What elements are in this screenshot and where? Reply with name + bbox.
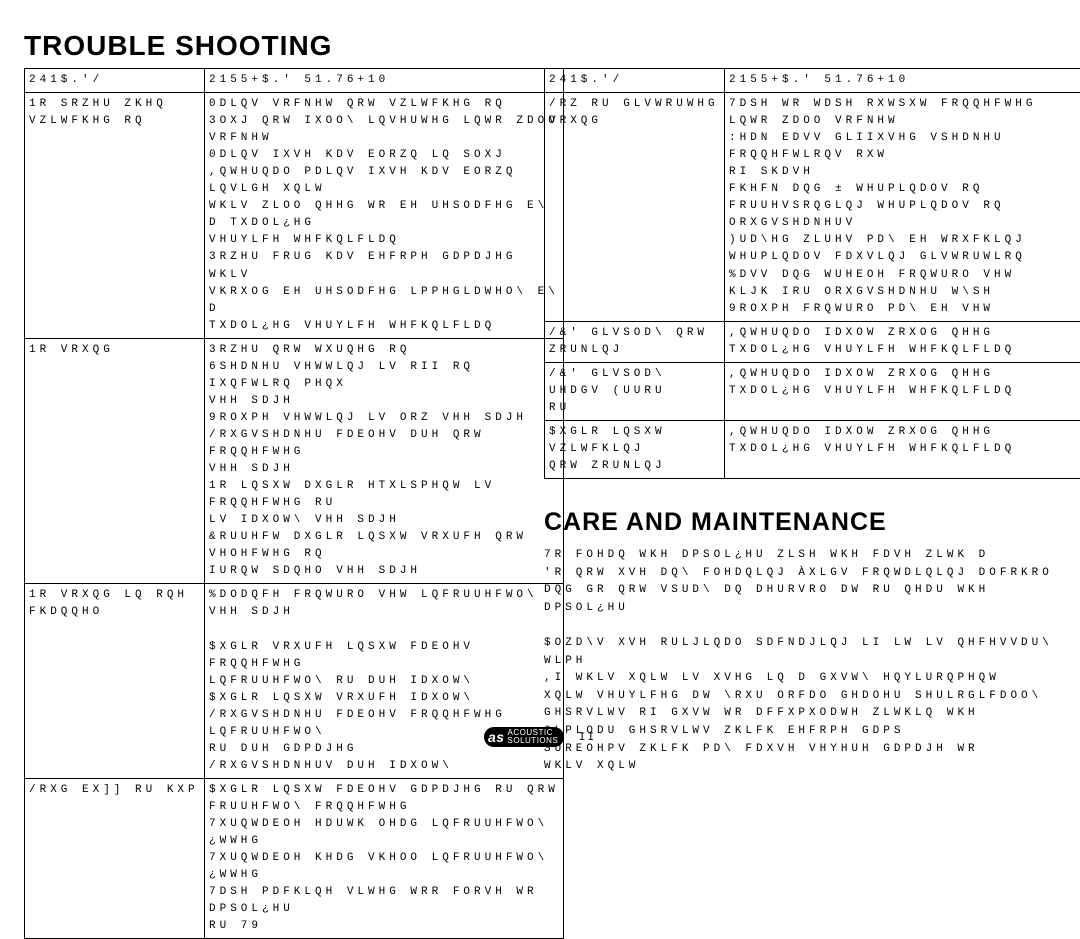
table-row: 1R VRXQG LQ RQH FKDQQHO %DODQFH FRQWURO … [25, 584, 564, 779]
solution-cell: 7DSH WR WDSH RXWSXW FRQQHFWHGLQWR ZDOO V… [725, 93, 1080, 322]
solution-cell: %DODQFH FRQWURO VHW LQFRUUHFWO\ VHH SDJH… [205, 584, 564, 779]
col-solution: 2155+$.' 51.76+10 [205, 69, 564, 93]
table-header-row: 241$.'/ 2155+$.' 51.76+10 [25, 69, 564, 93]
solution-cell: ,QWHUQDO IDXOW ZRXOG QHHGTXDOL¿HG VHUYLF… [725, 362, 1080, 420]
table-row: /&' GLVSOD\ UHDGV (UURURU ,QWHUQDO IDXOW… [545, 362, 1080, 420]
logo-as-icon: as [488, 729, 505, 745]
col-solution: 2155+$.' 51.76+10 [725, 69, 1080, 93]
problem-cell: 1R SRZHU ZKHQ VZLWFKHG RQ [25, 93, 205, 339]
care-heading: CARE AND MAINTENANCE [544, 508, 1080, 537]
problem-cell: /&' GLVSOD\ UHDGV (UURURU [545, 362, 725, 420]
table-row: /&' GLVSOD\ QRW ZRUNLQJ ,QWHUQDO IDXOW Z… [545, 321, 1080, 362]
solution-cell: ,QWHUQDO IDXOW ZRXOG QHHGTXDOL¿HG VHUYLF… [725, 420, 1080, 478]
solution-cell: $XGLR LQSXW FDEOHV GDPDJHG RU QRWFRUUHFW… [205, 778, 564, 938]
troubleshooting-heading: TROUBLE SHOOTING [24, 30, 1056, 62]
table-header-row: 241$.'/ 2155+$.' 51.76+10 [545, 69, 1080, 93]
table-row: /RXG EX]] RU KXP $XGLR LQSXW FDEOHV GDPD… [25, 778, 564, 938]
solution-cell: 0DLQV VRFNHW QRW VZLWFKHG RQ3OXJ QRW IXO… [205, 93, 564, 339]
problem-cell: /&' GLVSOD\ QRW ZRUNLQJ [545, 321, 725, 362]
table-row: /RZ RU GLVWRUWHG VRXQG 7DSH WR WDSH RXWS… [545, 93, 1080, 322]
problem-cell: 1R VRXQG LQ RQH FKDQQHO [25, 584, 205, 779]
troubleshooting-table-left: 241$.'/ 2155+$.' 51.76+10 1R SRZHU ZKHQ … [24, 68, 564, 939]
table-row: $XGLR LQSXW VZLWFKLQJQRW ZRUNLQJ ,QWHUQD… [545, 420, 1080, 478]
problem-cell: 1R VRXQG [25, 338, 205, 584]
table-row: 1R VRXQG 3RZHU QRW WXUQHG RQ6SHDNHU VHWW… [25, 338, 564, 584]
brand-logo: asACOUSTICSOLUTIONS [484, 727, 564, 747]
problem-cell: /RXG EX]] RU KXP [25, 778, 205, 938]
footer: asACOUSTICSOLUTIONS II [0, 727, 1080, 747]
col-problem: 241$.'/ [545, 69, 725, 93]
logo-line2: SOLUTIONS [508, 736, 559, 745]
troubleshooting-table-right: 241$.'/ 2155+$.' 51.76+10 /RZ RU GLVWRUW… [544, 68, 1080, 479]
page-number: II [579, 732, 596, 744]
table-row: 1R SRZHU ZKHQ VZLWFKHG RQ 0DLQV VRFNHW Q… [25, 93, 564, 339]
problem-cell: /RZ RU GLVWRUWHG VRXQG [545, 93, 725, 322]
col-problem: 241$.'/ [25, 69, 205, 93]
problem-cell: $XGLR LQSXW VZLWFKLQJQRW ZRUNLQJ [545, 420, 725, 478]
solution-cell: 3RZHU QRW WXUQHG RQ6SHDNHU VHWWLQJ LV RI… [205, 338, 564, 584]
solution-cell: ,QWHUQDO IDXOW ZRXOG QHHGTXDOL¿HG VHUYLF… [725, 321, 1080, 362]
